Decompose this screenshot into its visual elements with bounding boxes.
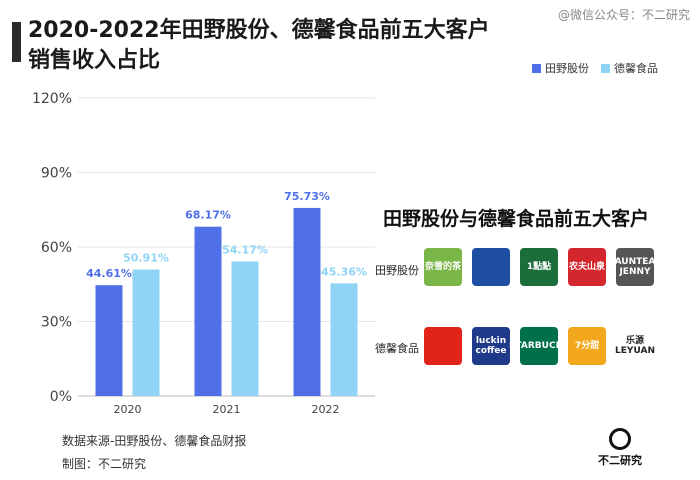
- 7fentian-logo: 7分甜: [568, 327, 606, 365]
- chart-title-line1: 2020-2022年田野股份、德馨食品前五大客户: [28, 18, 490, 43]
- data-label: 44.61%: [86, 267, 132, 280]
- bar: [95, 285, 123, 396]
- bar: [132, 269, 160, 396]
- legend-item-tianye: 田野股份: [532, 60, 589, 76]
- legend-label-tianye: 田野股份: [545, 62, 589, 75]
- legend-item-dexin: 德馨食品: [601, 60, 658, 76]
- y-tick-label: 60%: [41, 240, 72, 256]
- row-label-tianye: 田野股份: [375, 264, 419, 277]
- bar: [231, 261, 259, 396]
- y-tick-label: 90%: [41, 166, 72, 182]
- luckin-coffee-logo: luckin coffee: [472, 327, 510, 365]
- y-tick-label: 120%: [32, 91, 72, 107]
- data-label: 45.36%: [321, 265, 367, 278]
- y-tick-label: 0%: [50, 389, 72, 405]
- chart-credit: 制图：不二研究: [62, 457, 147, 471]
- x-tick-label: 2020: [114, 403, 142, 416]
- x-tick-label: 2022: [312, 403, 340, 416]
- nongfu-spring-logo: 农夫山泉: [568, 248, 606, 286]
- bar: [194, 226, 222, 396]
- data-label: 68.17%: [185, 209, 231, 222]
- legend-swatch-tianye: [532, 63, 541, 73]
- data-label: 50.91%: [123, 252, 169, 265]
- auntea-jenny-logo: AUNTEA JENNY: [615, 248, 655, 286]
- x-tick-label: 2021: [213, 403, 241, 416]
- legend-label-dexin: 德馨食品: [614, 62, 658, 75]
- starbucks-logo: STARBUCKS: [509, 327, 569, 365]
- chart-title: 2020-2022年田野股份、德馨食品前五大客户 销售收入占比: [28, 16, 490, 76]
- customer-panel-title: 田野股份与德馨食品前五大客户: [383, 208, 650, 230]
- data-label: 54.17%: [222, 243, 268, 256]
- brand-mark: 不二研究: [598, 428, 642, 468]
- brand-circle-icon: [609, 428, 631, 450]
- brand-name: 不二研究: [598, 454, 642, 467]
- data-label: 75.73%: [284, 190, 330, 203]
- data-source-note: 数据来源-田野股份、德馨食品财报: [62, 434, 247, 448]
- legend-swatch-dexin: [601, 63, 610, 73]
- leyuan-logo: 乐源 LEYUAN: [615, 327, 655, 365]
- bar: [330, 283, 358, 396]
- y-tick-label: 30%: [41, 315, 72, 331]
- panda-logo: [472, 248, 510, 286]
- nayuki-logo: 奈雪的茶: [424, 248, 462, 286]
- bar: [293, 207, 321, 396]
- title-accent-bar: [12, 22, 21, 62]
- yidiandian-logo: 1點點: [520, 248, 558, 286]
- row-label-dexin: 德馨食品: [375, 342, 419, 355]
- mixue-logo: [424, 327, 462, 365]
- legend: 田野股份 德馨食品: [532, 60, 658, 76]
- watermark-text: @微信公众号：不二研究: [557, 8, 690, 22]
- chart-title-line2: 销售收入占比: [28, 48, 161, 73]
